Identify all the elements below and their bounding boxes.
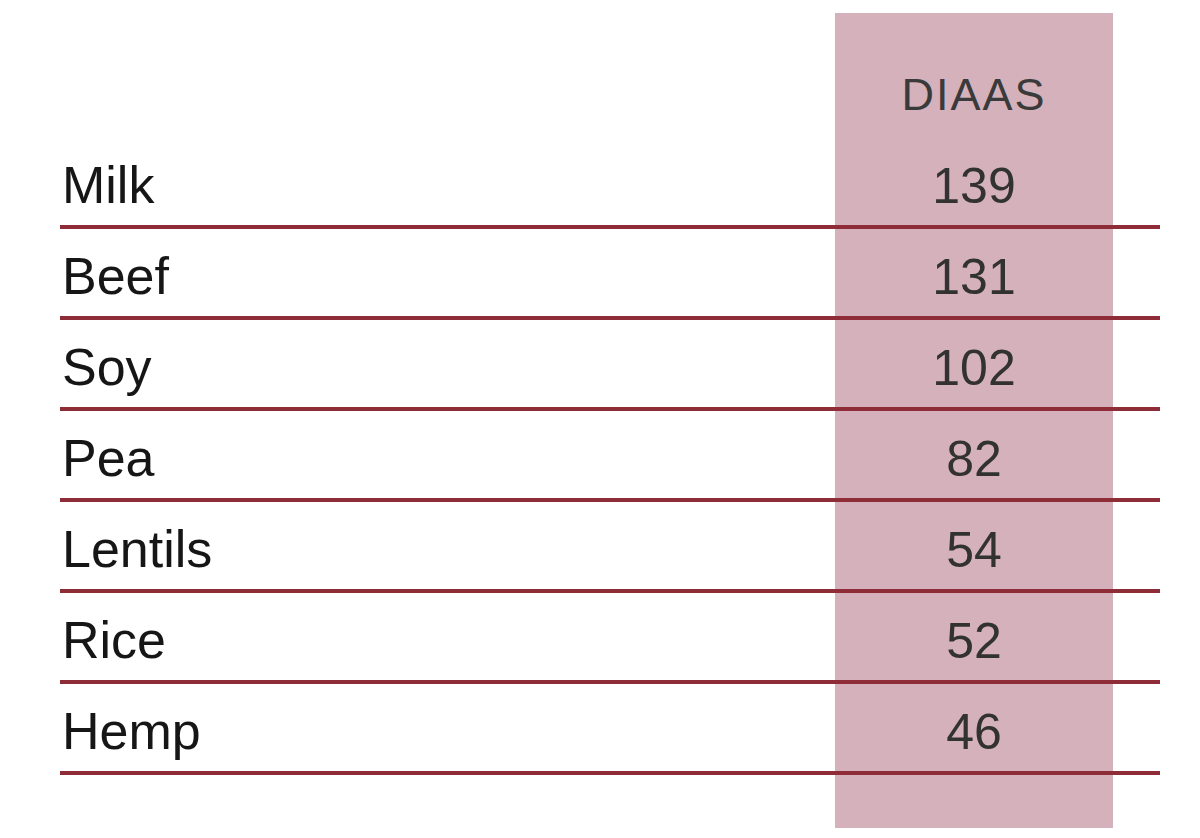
- row-label: Lentils: [62, 519, 212, 579]
- table-row-pea: Pea 82: [60, 411, 1160, 502]
- row-value: 102: [835, 339, 1113, 397]
- row-label: Hemp: [62, 701, 201, 761]
- table-row-soy: Soy 102: [60, 320, 1160, 411]
- table-row-milk: Milk 139: [60, 138, 1160, 229]
- table-row-beef: Beef 131: [60, 229, 1160, 320]
- row-label: Soy: [62, 337, 152, 397]
- table-row-lentils: Lentils 54: [60, 502, 1160, 593]
- row-value: 46: [835, 703, 1113, 761]
- diaas-table: DIAAS Milk 139 Beef 131 Soy 102 Pea 82 L…: [0, 0, 1200, 838]
- table-row-rice: Rice 52: [60, 593, 1160, 684]
- row-value: 82: [835, 430, 1113, 488]
- row-value: 52: [835, 612, 1113, 670]
- row-value: 54: [835, 521, 1113, 579]
- row-label: Rice: [62, 610, 166, 670]
- row-label: Beef: [62, 246, 169, 306]
- table-body: Milk 139 Beef 131 Soy 102 Pea 82 Lentils…: [60, 138, 1160, 775]
- row-value: 131: [835, 248, 1113, 306]
- row-label: Pea: [62, 428, 155, 488]
- row-label: Milk: [62, 155, 154, 215]
- row-value: 139: [835, 157, 1113, 215]
- table-row-hemp: Hemp 46: [60, 684, 1160, 775]
- column-header-diaas: DIAAS: [835, 58, 1113, 132]
